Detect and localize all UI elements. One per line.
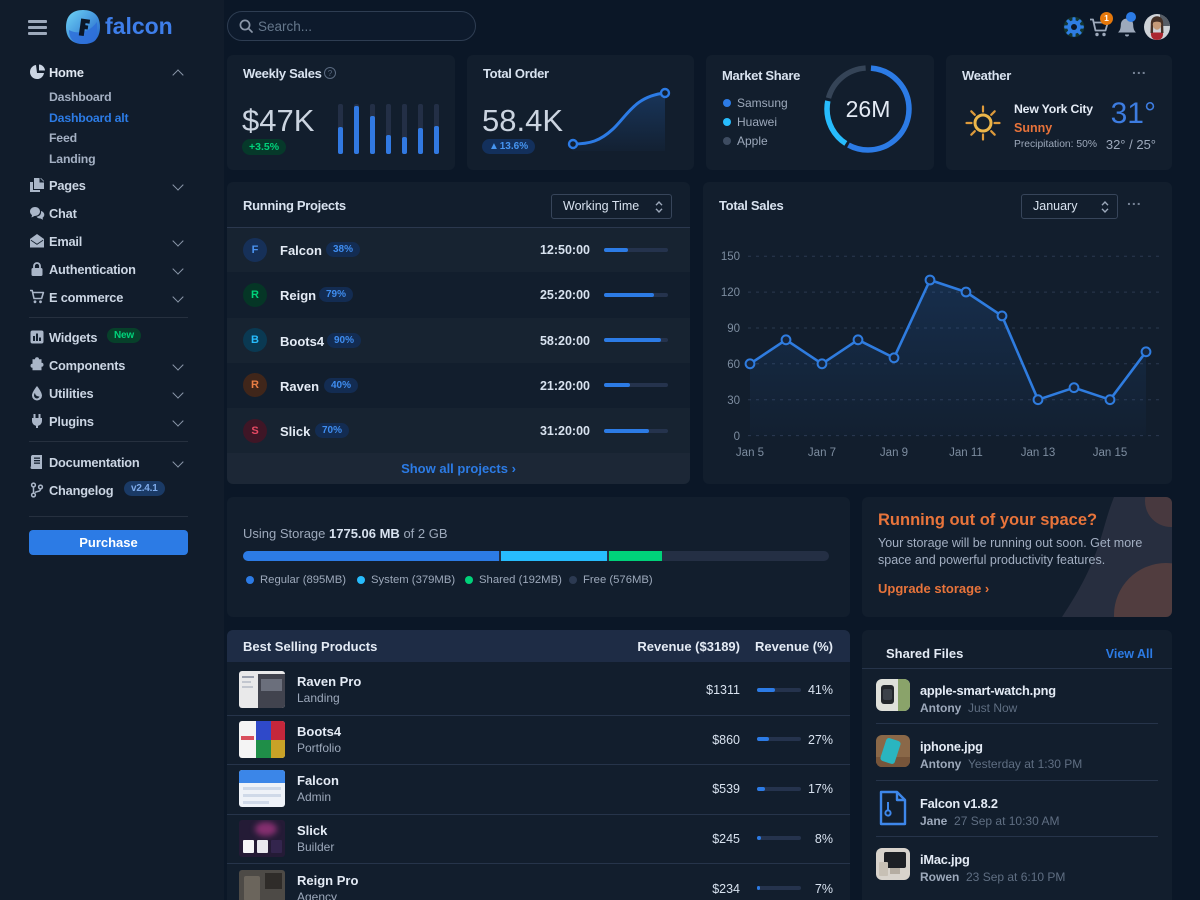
svg-text:26M: 26M xyxy=(846,96,891,122)
svg-text:Jan 5: Jan 5 xyxy=(736,447,764,459)
svg-text:Jan 15: Jan 15 xyxy=(1093,447,1128,459)
svg-text:60: 60 xyxy=(727,359,740,371)
svg-text:150: 150 xyxy=(721,251,740,263)
svg-text:Jan 13: Jan 13 xyxy=(1021,447,1056,459)
svg-text:0: 0 xyxy=(734,431,740,443)
svg-text:30: 30 xyxy=(727,395,740,407)
svg-text:90: 90 xyxy=(727,323,740,335)
svg-text:Jan 11: Jan 11 xyxy=(949,447,983,459)
svg-text:Jan 9: Jan 9 xyxy=(880,447,908,459)
svg-text:Jan 7: Jan 7 xyxy=(808,447,836,459)
svg-text:120: 120 xyxy=(721,287,740,299)
